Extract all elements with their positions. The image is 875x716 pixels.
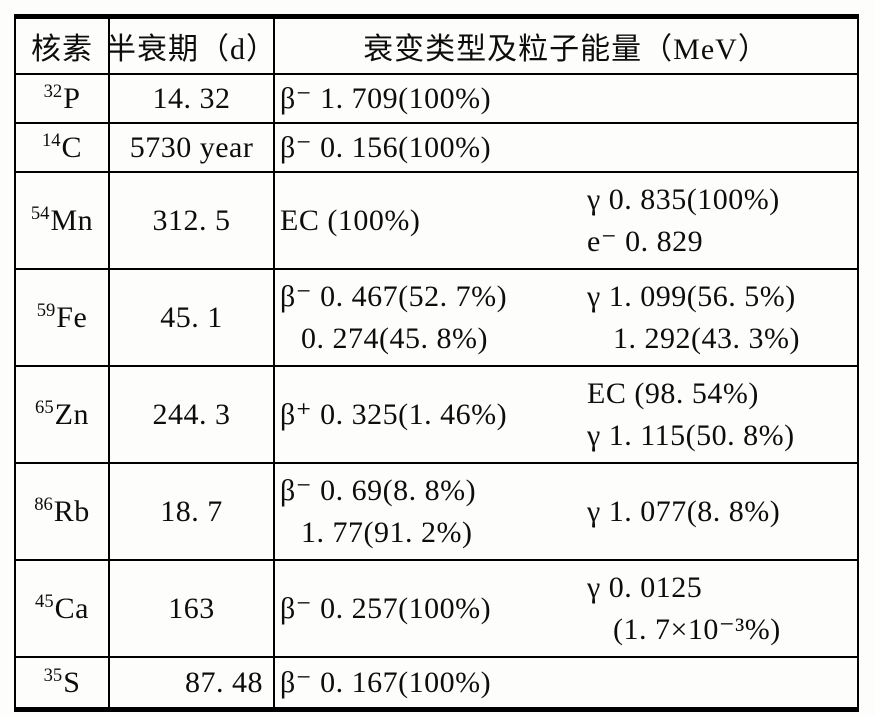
nuclide-symbol: Ca	[54, 591, 89, 625]
decay-left-column: β⁻ 0. 69(8. 8%) 1. 77(91. 2%)	[275, 464, 587, 559]
table-row-54Mn: 54Mn 312. 5 EC (100%) γ 0. 835(100%) e⁻ …	[16, 173, 857, 270]
decay-line: β⁻ 0. 69(8. 8%)	[280, 473, 477, 507]
nuclide-symbol: Fe	[56, 300, 88, 334]
decay-right-column: γ 1. 077(8. 8%)	[587, 464, 857, 559]
nuclide-label: 65Zn	[35, 398, 89, 432]
halflife-cell: 163	[110, 561, 275, 656]
table-header-row: 核素 半衰期（d） 衰变类型及粒子能量（MeV）	[16, 19, 857, 75]
nuclide-symbol: S	[63, 665, 81, 699]
nuclide-mass: 32	[43, 80, 63, 102]
decay-left-column: EC (100%)	[275, 173, 587, 268]
decay-line: β⁻ 0. 167(100%)	[280, 666, 492, 699]
nuclide-mass: 59	[36, 299, 56, 321]
decay-line: β⁻ 1. 709(100%)	[280, 82, 492, 115]
decay-line: β⁺ 0. 325(1. 46%)	[280, 398, 508, 431]
decay-cell: EC (100%) γ 0. 835(100%) e⁻ 0. 829	[275, 173, 857, 268]
decay-right-column: EC (98. 54%) γ 1. 115(50. 8%)	[587, 367, 857, 462]
decay-left-column: β⁻ 1. 709(100%)	[275, 75, 587, 122]
nuclide-mass: 86	[34, 493, 53, 515]
nuclide-cell: 45Ca	[16, 561, 110, 656]
nuclide-mass: 54	[30, 202, 50, 224]
decay-line: β⁻ 0. 156(100%)	[280, 131, 492, 164]
nuclide-mass: 65	[35, 396, 54, 418]
decay-right-column: γ 1. 099(56. 5%) 1. 292(43. 3%)	[587, 270, 857, 365]
nuclide-label: 86Rb	[34, 495, 90, 529]
header-decay: 衰变类型及粒子能量（MeV）	[363, 33, 769, 66]
decay-line: β⁻ 0. 257(100%)	[280, 592, 492, 625]
decay-line: EC (100%)	[280, 204, 421, 237]
nuclide-cell: 14C	[16, 124, 110, 171]
decay-line: γ 0. 0125	[587, 570, 703, 604]
halflife-cell: 5730 year	[110, 124, 275, 171]
radionuclide-table: 核素 半衰期（d） 衰变类型及粒子能量（MeV） 32P 14. 32 β⁻ 1…	[14, 14, 859, 712]
decay-cell: β⁻ 1. 709(100%)	[275, 75, 857, 122]
nuclide-label: 45Ca	[35, 592, 89, 626]
table-row-65Zn: 65Zn 244. 3 β⁺ 0. 325(1. 46%) EC (98. 54…	[16, 367, 857, 464]
halflife-cell: 18. 7	[110, 464, 275, 559]
nuclide-symbol: Zn	[54, 397, 89, 431]
decay-cell: β⁻ 0. 69(8. 8%) 1. 77(91. 2%) γ 1. 077(8…	[275, 464, 857, 559]
table-row-35S: 35S 87. 48 β⁻ 0. 167(100%)	[16, 658, 857, 707]
decay-left-column: β⁻ 0. 257(100%)	[275, 561, 587, 656]
decay-line: γ 1. 099(56. 5%)	[587, 279, 796, 313]
nuclide-label: 54Mn	[31, 204, 93, 238]
decay-cell: β⁻ 0. 257(100%) γ 0. 0125 (1. 7×10⁻³%)	[275, 561, 857, 656]
nuclide-label: 35S	[44, 666, 81, 700]
decay-left-column: β⁻ 0. 467(52. 7%) 0. 274(45. 8%)	[275, 270, 587, 365]
decay-line: 1. 292(43. 3%)	[613, 322, 800, 356]
nuclide-mass: 14	[41, 129, 61, 151]
halflife-cell: 312. 5	[110, 173, 275, 268]
nuclide-cell: 35S	[16, 658, 110, 707]
decay-left-column: β⁻ 0. 156(100%)	[275, 124, 587, 171]
table-row-45Ca: 45Ca 163 β⁻ 0. 257(100%) γ 0. 0125 (1. 7…	[16, 561, 857, 658]
decay-cell: β⁻ 0. 167(100%)	[275, 658, 857, 707]
nuclide-mass: 35	[43, 664, 63, 686]
halflife-cell: 45. 1	[110, 270, 275, 365]
decay-right-column: γ 0. 835(100%) e⁻ 0. 829	[587, 173, 857, 268]
halflife-cell: 87. 48	[110, 658, 275, 707]
decay-line: β⁻ 0. 467(52. 7%)	[280, 279, 508, 313]
nuclide-label: 14C	[42, 131, 82, 165]
table-row-32P: 32P 14. 32 β⁻ 1. 709(100%)	[16, 75, 857, 124]
decay-line: EC (98. 54%)	[587, 376, 759, 410]
decay-left-column: β⁻ 0. 167(100%)	[275, 658, 587, 707]
nuclide-label: 32P	[44, 82, 81, 116]
decay-line: (1. 7×10⁻³%)	[613, 613, 781, 647]
halflife-cell: 244. 3	[110, 367, 275, 462]
decay-right-column	[587, 75, 857, 122]
nuclide-cell: 32P	[16, 75, 110, 122]
decay-line: e⁻ 0. 829	[587, 225, 704, 259]
nuclide-symbol: Mn	[50, 203, 94, 237]
decay-right-column: γ 0. 0125 (1. 7×10⁻³%)	[587, 561, 857, 656]
decay-right-column	[587, 658, 857, 707]
nuclide-label: 59Fe	[37, 301, 88, 335]
decay-line: γ 1. 115(50. 8%)	[587, 419, 795, 453]
decay-right-column	[587, 124, 857, 171]
table-row-86Rb: 86Rb 18. 7 β⁻ 0. 69(8. 8%) 1. 77(91. 2%)…	[16, 464, 857, 561]
nuclide-symbol: C	[61, 130, 83, 164]
nuclide-symbol: P	[63, 81, 81, 115]
decay-line: γ 0. 835(100%)	[587, 182, 780, 216]
nuclide-mass: 45	[35, 590, 54, 612]
decay-line: γ 1. 077(8. 8%)	[587, 495, 781, 528]
decay-cell: β⁻ 0. 156(100%)	[275, 124, 857, 171]
header-halflife: 半衰期（d）	[110, 19, 275, 73]
nuclide-cell: 86Rb	[16, 464, 110, 559]
nuclide-cell: 65Zn	[16, 367, 110, 462]
decay-left-column: β⁺ 0. 325(1. 46%)	[275, 367, 587, 462]
nuclide-symbol: Rb	[53, 494, 90, 528]
nuclide-cell: 54Mn	[16, 173, 110, 268]
decay-cell: β⁺ 0. 325(1. 46%) EC (98. 54%) γ 1. 115(…	[275, 367, 857, 462]
decay-line: 1. 77(91. 2%)	[301, 516, 473, 550]
decay-line: 0. 274(45. 8%)	[301, 322, 488, 356]
header-nuclide: 核素	[16, 19, 110, 73]
nuclide-cell: 59Fe	[16, 270, 110, 365]
table-row-14C: 14C 5730 year β⁻ 0. 156(100%)	[16, 124, 857, 173]
halflife-cell: 14. 32	[110, 75, 275, 122]
table-row-59Fe: 59Fe 45. 1 β⁻ 0. 467(52. 7%) 0. 274(45. …	[16, 270, 857, 367]
decay-cell: β⁻ 0. 467(52. 7%) 0. 274(45. 8%) γ 1. 09…	[275, 270, 857, 365]
